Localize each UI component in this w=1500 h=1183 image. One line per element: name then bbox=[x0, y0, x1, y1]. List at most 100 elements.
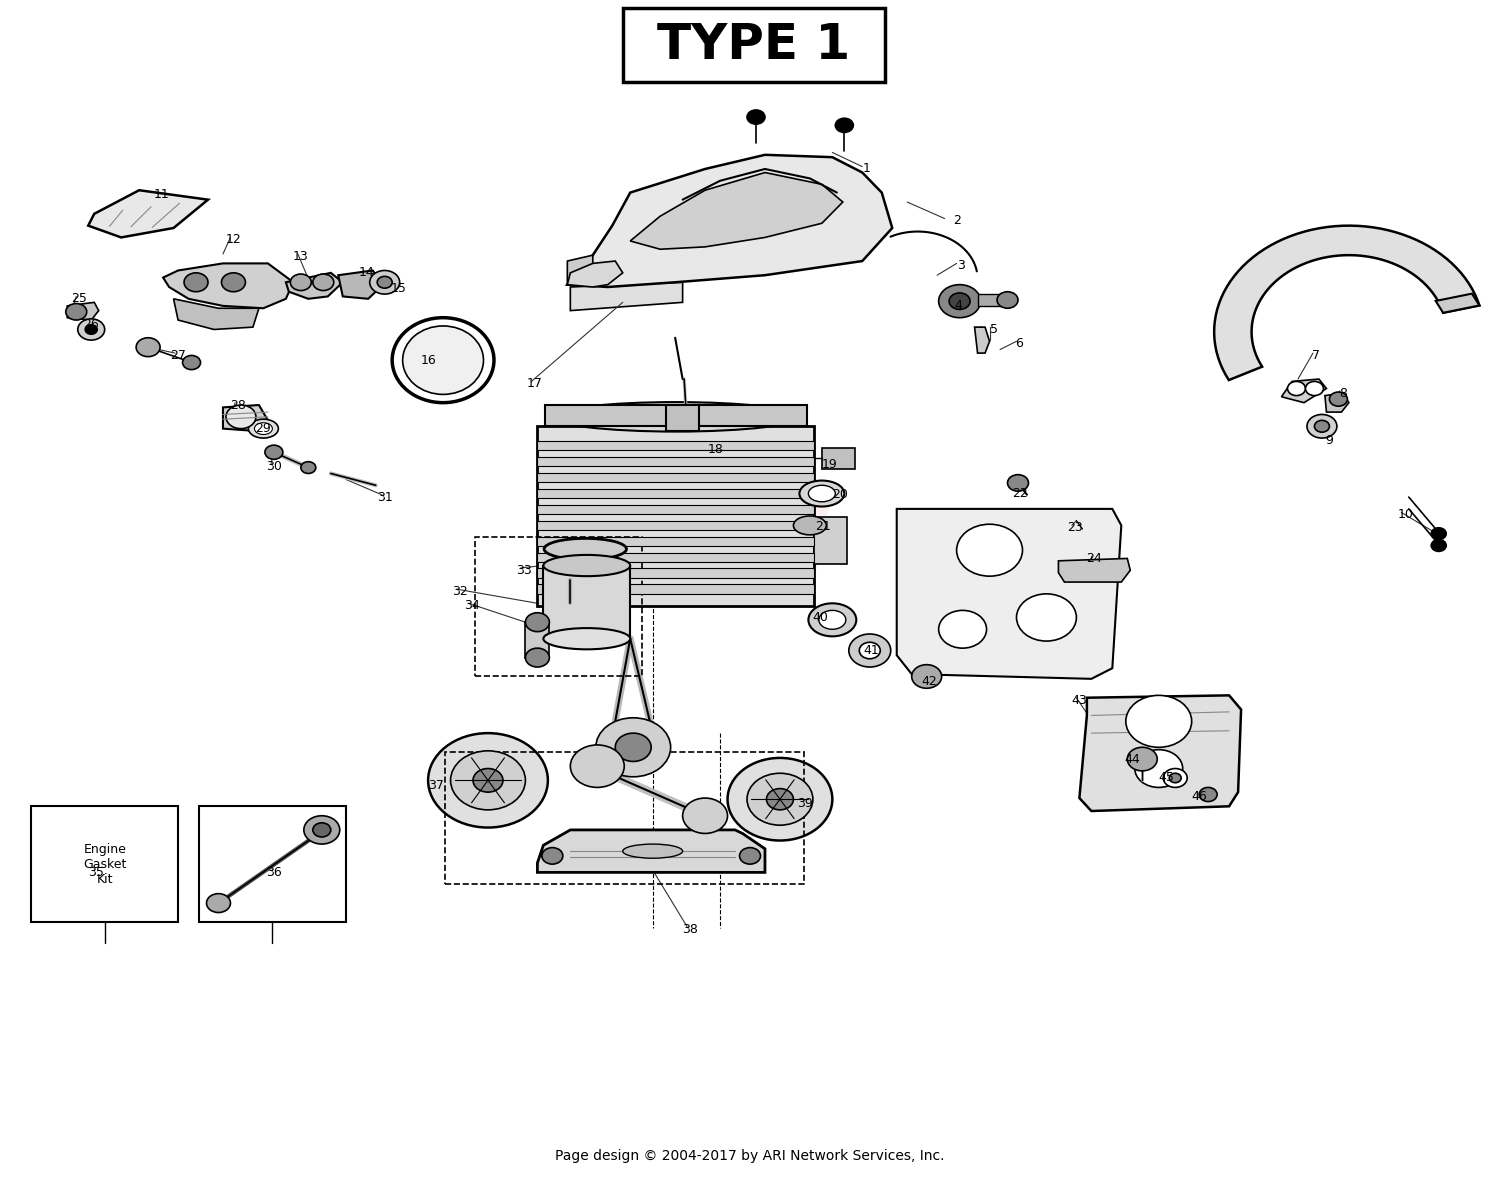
Ellipse shape bbox=[622, 843, 682, 858]
Circle shape bbox=[950, 293, 970, 310]
Bar bbox=[666, 405, 699, 431]
Text: 31: 31 bbox=[376, 491, 393, 504]
Circle shape bbox=[207, 893, 231, 912]
Bar bbox=[537, 441, 814, 451]
Text: 40: 40 bbox=[813, 610, 828, 623]
Text: 36: 36 bbox=[266, 866, 282, 879]
Polygon shape bbox=[1324, 393, 1348, 412]
Bar bbox=[537, 569, 814, 578]
Text: 42: 42 bbox=[922, 674, 938, 687]
Circle shape bbox=[314, 823, 332, 838]
Circle shape bbox=[912, 665, 942, 689]
Text: 26: 26 bbox=[84, 318, 99, 331]
Bar bbox=[525, 622, 549, 658]
Circle shape bbox=[836, 118, 854, 132]
Text: 37: 37 bbox=[427, 778, 444, 791]
Circle shape bbox=[570, 745, 624, 788]
Text: 32: 32 bbox=[452, 586, 468, 597]
Text: 4: 4 bbox=[954, 299, 962, 312]
Bar bbox=[537, 584, 814, 594]
Ellipse shape bbox=[249, 419, 279, 438]
Text: 39: 39 bbox=[798, 797, 813, 810]
Circle shape bbox=[1314, 420, 1329, 432]
Bar bbox=[537, 426, 814, 606]
Ellipse shape bbox=[819, 610, 846, 629]
Ellipse shape bbox=[544, 538, 627, 560]
Text: 45: 45 bbox=[1158, 771, 1174, 784]
Circle shape bbox=[291, 274, 312, 291]
Ellipse shape bbox=[255, 422, 273, 434]
Circle shape bbox=[682, 799, 728, 834]
Text: 44: 44 bbox=[1124, 752, 1140, 765]
Text: 21: 21 bbox=[816, 521, 831, 534]
Polygon shape bbox=[286, 273, 344, 299]
Text: 35: 35 bbox=[88, 866, 104, 879]
Circle shape bbox=[766, 789, 794, 810]
Ellipse shape bbox=[808, 603, 856, 636]
Ellipse shape bbox=[550, 402, 801, 432]
Circle shape bbox=[615, 733, 651, 762]
Text: 12: 12 bbox=[225, 233, 242, 246]
Bar bbox=[537, 505, 814, 515]
Circle shape bbox=[939, 610, 987, 648]
Polygon shape bbox=[68, 303, 99, 321]
Circle shape bbox=[525, 648, 549, 667]
Text: 25: 25 bbox=[72, 292, 87, 305]
Circle shape bbox=[1168, 774, 1180, 783]
Polygon shape bbox=[975, 328, 990, 353]
Circle shape bbox=[939, 285, 981, 318]
Circle shape bbox=[859, 642, 880, 659]
Text: 16: 16 bbox=[420, 354, 436, 367]
Bar bbox=[32, 807, 178, 922]
Circle shape bbox=[1136, 750, 1182, 788]
Circle shape bbox=[525, 613, 549, 632]
Ellipse shape bbox=[402, 327, 483, 394]
Circle shape bbox=[1287, 381, 1305, 395]
Circle shape bbox=[226, 405, 256, 428]
Polygon shape bbox=[897, 509, 1122, 679]
Circle shape bbox=[747, 774, 813, 826]
Circle shape bbox=[86, 325, 98, 335]
Text: Engine
Gasket
Kit: Engine Gasket Kit bbox=[82, 842, 126, 886]
Circle shape bbox=[1017, 594, 1077, 641]
Circle shape bbox=[266, 445, 284, 459]
Text: 46: 46 bbox=[1191, 790, 1208, 803]
Circle shape bbox=[66, 304, 87, 321]
Circle shape bbox=[136, 338, 160, 356]
Ellipse shape bbox=[543, 555, 630, 576]
Circle shape bbox=[849, 634, 891, 667]
Bar bbox=[822, 447, 855, 468]
Circle shape bbox=[78, 319, 105, 341]
Circle shape bbox=[596, 718, 670, 777]
Text: 34: 34 bbox=[464, 599, 480, 612]
Circle shape bbox=[1162, 769, 1186, 788]
Circle shape bbox=[1306, 414, 1336, 438]
Circle shape bbox=[1329, 392, 1347, 406]
Text: 24: 24 bbox=[1086, 552, 1102, 565]
Text: 19: 19 bbox=[822, 458, 837, 471]
Polygon shape bbox=[1436, 293, 1479, 312]
Circle shape bbox=[184, 273, 209, 292]
Circle shape bbox=[304, 816, 340, 843]
Text: 29: 29 bbox=[255, 422, 272, 435]
Circle shape bbox=[183, 355, 201, 369]
Circle shape bbox=[1431, 528, 1446, 539]
Circle shape bbox=[369, 271, 399, 295]
Circle shape bbox=[427, 733, 548, 828]
Text: 9: 9 bbox=[1326, 434, 1334, 447]
Ellipse shape bbox=[800, 480, 844, 506]
Bar bbox=[537, 489, 814, 498]
Bar bbox=[200, 807, 345, 922]
Bar bbox=[537, 521, 814, 530]
Bar bbox=[543, 565, 630, 639]
Text: 14: 14 bbox=[358, 266, 375, 279]
Text: 3: 3 bbox=[957, 259, 964, 272]
Polygon shape bbox=[1080, 696, 1240, 812]
Ellipse shape bbox=[794, 516, 826, 535]
Polygon shape bbox=[567, 256, 592, 285]
Text: 41: 41 bbox=[864, 644, 879, 657]
Circle shape bbox=[542, 847, 562, 864]
Text: 38: 38 bbox=[682, 923, 698, 936]
Text: 2: 2 bbox=[952, 214, 960, 227]
Polygon shape bbox=[630, 173, 843, 250]
